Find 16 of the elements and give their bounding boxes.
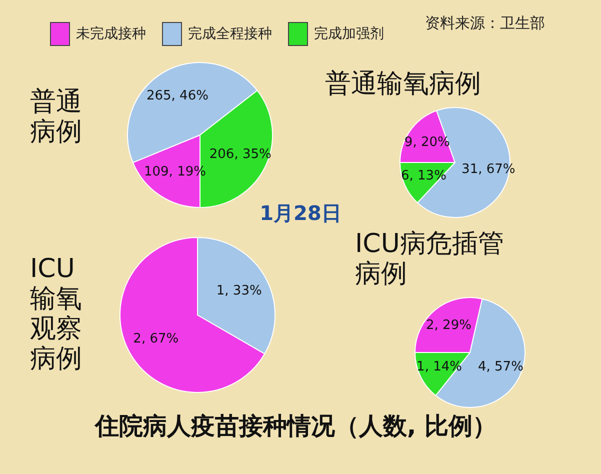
data-label: 265, 46% <box>146 88 208 104</box>
text: 住院病人疫苗接种情况（人数, 比例） <box>95 411 496 442</box>
text: 普通病例 <box>30 87 83 148</box>
text: ICU输氧观察病例 <box>30 254 83 375</box>
legend-label: 未完成接种 <box>75 25 146 44</box>
data-label: 2, 29% <box>426 318 472 334</box>
data-label: 31, 67% <box>462 162 516 177</box>
chart-title: ICU病危插管病例 <box>355 229 505 290</box>
data-label: 4, 57% <box>478 360 524 375</box>
legend-label: 完成全程接种 <box>187 25 272 44</box>
data-label: 1, 33% <box>216 283 262 298</box>
text: 资料来源：卫生部 <box>425 14 545 33</box>
data-label: 2, 67% <box>133 331 179 346</box>
chart-title: 普通输氧病例 <box>325 69 482 100</box>
legend-label: 完成加强剂 <box>313 25 384 44</box>
text: 1月28日 <box>258 200 342 227</box>
